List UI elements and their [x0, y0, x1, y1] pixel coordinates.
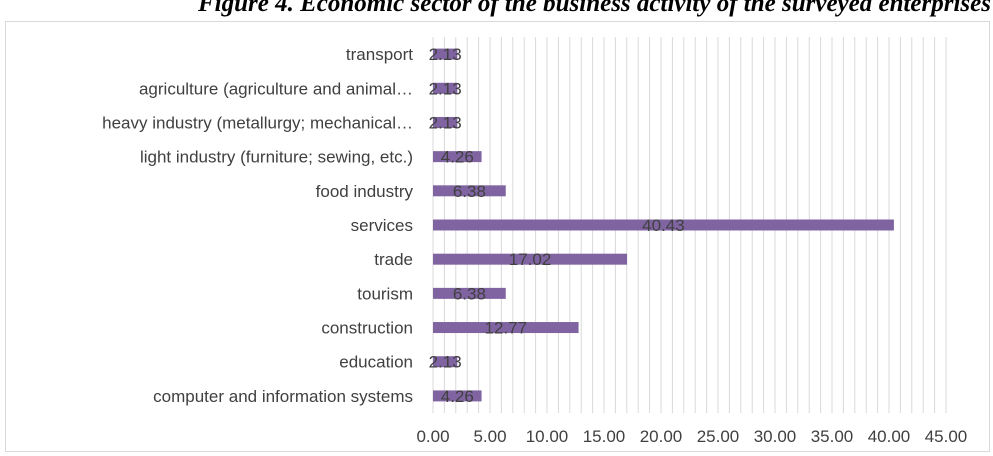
data-label: 17.02: [509, 250, 552, 269]
data-label: 40.43: [642, 216, 685, 235]
x-tick-label: 0.00: [416, 427, 449, 446]
category-label: education: [339, 353, 413, 372]
data-label: 4.26: [441, 148, 474, 167]
category-label: tourism: [357, 284, 413, 303]
data-label: 2.13: [429, 353, 462, 372]
bar-chart: computer and information systems educatio…: [102, 37, 967, 446]
category-label: agriculture (agriculture and animal…: [139, 79, 413, 98]
category-label: transport: [346, 45, 413, 64]
x-tick-label: 25.00: [697, 427, 740, 446]
data-label: 2.13: [429, 45, 462, 64]
chart-title: Figure 4. Economic sector of the busines…: [197, 0, 991, 17]
bar: [433, 82, 458, 94]
category-label: computer and information systems: [153, 387, 413, 406]
bar: [433, 287, 506, 299]
bar: [433, 322, 579, 334]
bar: [433, 185, 506, 197]
bar: [433, 116, 458, 128]
category-label: trade: [374, 250, 413, 269]
bar: [433, 48, 458, 60]
data-label: 6.38: [453, 182, 486, 201]
category-label: heavy industry (metallurgy; mechanical…: [102, 113, 413, 132]
data-label: 2.13: [429, 113, 462, 132]
x-axis-tick-labels: 0.00 5.00 10.00 15.00 20.00 25.00 30.00 35.00 40…: [416, 427, 967, 446]
x-tick-label: 20.00: [640, 427, 683, 446]
data-label: 6.38: [453, 284, 486, 303]
category-label: services: [351, 216, 413, 235]
category-labels: computer and information systems educatio…: [102, 45, 413, 406]
data-labels: 4.26 2.13 12.77 6.38 17.02 40.43 6.38 4.26 2.13 2…: [429, 45, 685, 406]
x-tick-label: 45.00: [925, 427, 968, 446]
bar: [433, 390, 482, 402]
x-tick-label: 5.00: [473, 427, 506, 446]
bar: [433, 356, 458, 368]
x-tick-label: 15.00: [583, 427, 626, 446]
x-tick-label: 10.00: [526, 427, 569, 446]
x-tick-label: 40.00: [868, 427, 911, 446]
category-label: food industry: [316, 182, 414, 201]
bar: [433, 151, 482, 163]
category-label: light industry (furniture; sewing, etc.): [140, 148, 413, 167]
data-label: 12.77: [485, 319, 528, 338]
data-label: 2.13: [429, 79, 462, 98]
bars: [433, 48, 894, 402]
x-tick-label: 35.00: [811, 427, 854, 446]
x-tick-label: 30.00: [754, 427, 797, 446]
bar: [433, 219, 894, 231]
bar: [433, 253, 628, 265]
category-label: construction: [321, 319, 413, 338]
chart-area: computer and information systems educatio…: [5, 21, 990, 452]
data-label: 4.26: [441, 387, 474, 406]
